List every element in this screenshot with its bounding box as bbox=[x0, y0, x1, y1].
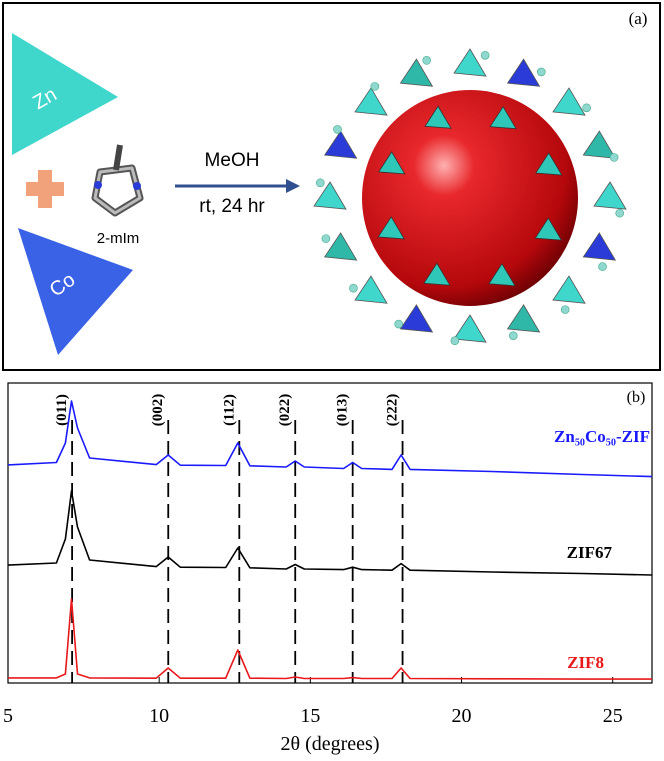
tetrahedron bbox=[453, 314, 487, 343]
atom bbox=[370, 82, 380, 91]
tetrahedron bbox=[506, 58, 541, 87]
plot-area: 5 10 15 20 25 (011) (002) (112) (022) (013) (222) Z… bbox=[3, 394, 653, 727]
tetrahedron bbox=[552, 275, 586, 304]
tetrahedron bbox=[399, 58, 434, 87]
atom bbox=[422, 56, 431, 65]
tetrahedron bbox=[399, 304, 434, 333]
panel-label: (a) bbox=[629, 9, 648, 28]
co-triangle bbox=[18, 228, 133, 355]
reference-label: (011) bbox=[54, 394, 70, 426]
reference-label: (013) bbox=[335, 394, 351, 427]
tetrahedron bbox=[582, 130, 617, 159]
conditions-label: rt, 24 hr bbox=[199, 196, 265, 217]
xrd-pattern bbox=[7, 400, 653, 478]
tetrahedron bbox=[323, 232, 358, 261]
tetrahedron bbox=[354, 275, 388, 304]
series-label: Zn₅₀Co₅₀-ZIF bbox=[554, 427, 650, 446]
atom bbox=[609, 153, 619, 162]
arrow-head bbox=[286, 179, 300, 193]
x-axis-label: 2θ (degrees) bbox=[281, 733, 380, 755]
linker-label: 2-mIm bbox=[97, 230, 140, 247]
tetrahedron bbox=[313, 181, 347, 210]
tetrahedron bbox=[488, 263, 516, 287]
tetrahedron bbox=[423, 262, 451, 286]
tetrahedron bbox=[453, 48, 487, 77]
atom bbox=[315, 178, 325, 188]
cage-sphere bbox=[362, 90, 578, 306]
tetrahedron bbox=[593, 181, 627, 210]
zn-triangle bbox=[12, 33, 118, 155]
atom bbox=[560, 305, 570, 314]
xrd-pattern bbox=[8, 598, 652, 680]
tetrahedron bbox=[534, 217, 563, 241]
reference-label: (112) bbox=[221, 394, 237, 426]
atom bbox=[394, 319, 404, 329]
tetrahedron bbox=[424, 105, 452, 129]
tetrahedron bbox=[378, 151, 406, 175]
atom bbox=[349, 283, 358, 293]
x-tick-label: 10 bbox=[149, 705, 169, 727]
atom bbox=[509, 331, 518, 340]
atom bbox=[333, 125, 342, 134]
tetrahedron bbox=[354, 87, 388, 116]
atom bbox=[536, 67, 546, 77]
atom bbox=[321, 234, 331, 243]
reference-label: (022) bbox=[277, 394, 293, 427]
tetrahedron bbox=[323, 130, 358, 159]
atom bbox=[582, 103, 591, 113]
tetrahedron bbox=[535, 152, 563, 176]
tetrahedron bbox=[377, 216, 405, 240]
imidazole-icon bbox=[91, 144, 144, 217]
plot-frame bbox=[7, 382, 653, 684]
reference-label: (002) bbox=[150, 394, 166, 427]
series-label: ZIF8 bbox=[567, 653, 604, 672]
x-tick-label: 5 bbox=[3, 705, 13, 727]
xrd-pattern bbox=[7, 490, 653, 576]
atom bbox=[598, 262, 607, 271]
atom bbox=[480, 50, 490, 60]
zif-structure bbox=[313, 48, 627, 346]
series-label: ZIF67 bbox=[567, 543, 613, 562]
reference-label: (222) bbox=[385, 394, 401, 427]
plus-sign bbox=[26, 170, 64, 208]
tetrahedron bbox=[489, 105, 517, 130]
x-tick-label: 25 bbox=[603, 705, 623, 727]
panel-label: (b) bbox=[627, 389, 646, 406]
atom bbox=[615, 208, 625, 218]
tetrahedron bbox=[582, 232, 617, 261]
solvent-label: MeOH bbox=[205, 150, 260, 171]
atom bbox=[450, 336, 460, 346]
tetrahedron bbox=[552, 87, 586, 116]
tetrahedron bbox=[506, 304, 541, 333]
x-tick-label: 20 bbox=[452, 705, 472, 727]
x-tick-label: 15 bbox=[300, 705, 320, 727]
